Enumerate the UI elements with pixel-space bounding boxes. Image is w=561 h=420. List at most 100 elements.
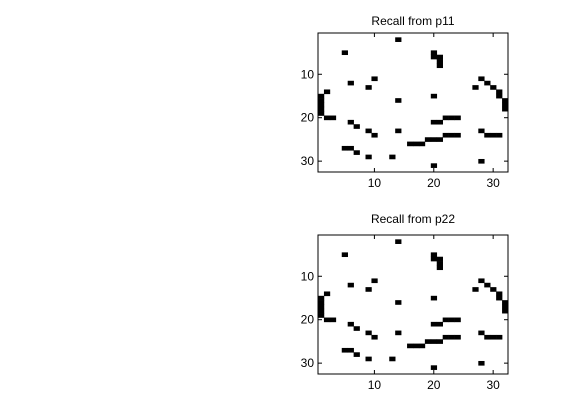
heatmap-cell xyxy=(318,313,324,318)
heatmap-cell xyxy=(437,63,443,68)
heatmap-cell xyxy=(437,339,443,344)
heatmap-cell xyxy=(407,142,413,147)
heatmap-cell xyxy=(437,257,443,262)
heatmap-cell xyxy=(437,265,443,270)
heatmap-cell xyxy=(425,137,431,142)
heatmap-cell xyxy=(342,50,348,55)
heatmap-cell xyxy=(318,296,324,301)
heatmap-cell xyxy=(395,37,401,42)
heatmap-cell xyxy=(389,155,395,160)
heatmap-cell xyxy=(449,116,455,121)
heatmap-cell xyxy=(443,133,449,138)
heatmap-cell xyxy=(431,252,437,257)
heatmap-cell xyxy=(455,318,461,323)
heatmap-cell xyxy=(496,94,502,99)
heatmap-cell xyxy=(437,137,443,142)
heatmap-cell xyxy=(419,344,425,349)
heatmap-cell xyxy=(437,59,443,64)
heatmap-cell xyxy=(371,278,377,283)
x-tick-label: 10 xyxy=(368,378,382,392)
heatmap-cell xyxy=(484,335,490,340)
heatmap-cell xyxy=(413,344,419,349)
heatmap-cell xyxy=(472,287,478,292)
subplot-recall-p22: 10 20 30 10 20 30 Recall from p22 xyxy=(301,212,509,392)
heatmap-cell xyxy=(431,365,437,370)
heatmap-cell xyxy=(348,120,354,125)
heatmap-cell xyxy=(443,335,449,340)
heatmap-cell xyxy=(419,142,425,147)
heatmap-cell xyxy=(354,124,360,129)
heatmap-cell xyxy=(318,103,324,108)
x-tick-label: 20 xyxy=(427,378,441,392)
heatmap-cell xyxy=(395,300,401,305)
heatmap-cell xyxy=(490,85,496,90)
heatmap-cell xyxy=(348,81,354,86)
y-tick-label: 20 xyxy=(301,313,315,327)
y-tick-label: 10 xyxy=(301,269,315,283)
heatmap-cell xyxy=(324,116,330,121)
heatmap-cell xyxy=(318,107,324,112)
heatmap-cell xyxy=(478,361,484,366)
heatmap-cell xyxy=(455,335,461,340)
heatmap-cell xyxy=(431,257,437,262)
x-tick-label: 20 xyxy=(427,176,441,190)
x-tick-label: 30 xyxy=(486,378,500,392)
heatmap-cell xyxy=(413,142,419,147)
heatmap-cell xyxy=(371,76,377,81)
heatmap-cell xyxy=(496,291,502,296)
heatmap-cell xyxy=(318,94,324,99)
heatmap-cell xyxy=(502,103,508,108)
heatmap-cell xyxy=(371,335,377,340)
heatmap-cell xyxy=(342,252,348,257)
heatmap-cell xyxy=(354,150,360,155)
heatmap-cell xyxy=(431,339,437,344)
heatmap-cell xyxy=(366,287,372,292)
heatmap-cell xyxy=(395,129,401,134)
heatmap-cell xyxy=(318,111,324,116)
heatmap-cell xyxy=(484,283,490,288)
heatmap-cell xyxy=(455,133,461,138)
y-tick-label: 20 xyxy=(301,111,315,125)
heatmap-cell xyxy=(318,300,324,305)
heatmap-cell xyxy=(455,116,461,121)
chart-title: Recall from p22 xyxy=(371,212,455,226)
heatmap-cell xyxy=(371,133,377,138)
heatmap-cell xyxy=(395,331,401,336)
heatmap-cell xyxy=(472,85,478,90)
heatmap-cell xyxy=(478,331,484,336)
heatmap-cell xyxy=(318,305,324,310)
heatmap-cell xyxy=(425,339,431,344)
heatmap-cell xyxy=(502,305,508,310)
heatmap-cell xyxy=(366,331,372,336)
y-tick-label: 30 xyxy=(301,154,315,168)
heatmap-cell xyxy=(324,89,330,94)
heatmap-cell xyxy=(490,133,496,138)
heatmap-cell xyxy=(437,120,443,125)
heatmap-cell xyxy=(490,335,496,340)
heatmap-cell xyxy=(324,291,330,296)
heatmap-cell xyxy=(502,98,508,103)
heatmap-cell xyxy=(502,300,508,305)
heatmap-cell xyxy=(502,107,508,112)
x-tick-label: 10 xyxy=(368,176,382,190)
heatmap-cell xyxy=(330,318,336,323)
heatmap-cell xyxy=(354,352,360,357)
heatmap-cell xyxy=(449,318,455,323)
heatmap-cell xyxy=(318,98,324,103)
heatmap-cell xyxy=(478,129,484,134)
heatmap-cell xyxy=(449,335,455,340)
heatmap-cell xyxy=(431,50,437,55)
heatmap-cell xyxy=(431,94,437,99)
heatmap-cell xyxy=(366,129,372,134)
heatmap-cell xyxy=(496,133,502,138)
subplot-recall-p11: 10 20 30 10 20 30 Recall from p11 xyxy=(301,14,509,190)
heatmap-cell xyxy=(395,239,401,244)
heatmap-cell xyxy=(437,322,443,327)
heatmap-cell xyxy=(431,120,437,125)
heatmap-cell xyxy=(431,137,437,142)
heatmap-cell xyxy=(354,326,360,331)
heatmap-cell xyxy=(496,296,502,301)
heatmap-cell xyxy=(348,322,354,327)
heatmap-cell xyxy=(348,348,354,353)
x-tick-label: 30 xyxy=(486,176,500,190)
